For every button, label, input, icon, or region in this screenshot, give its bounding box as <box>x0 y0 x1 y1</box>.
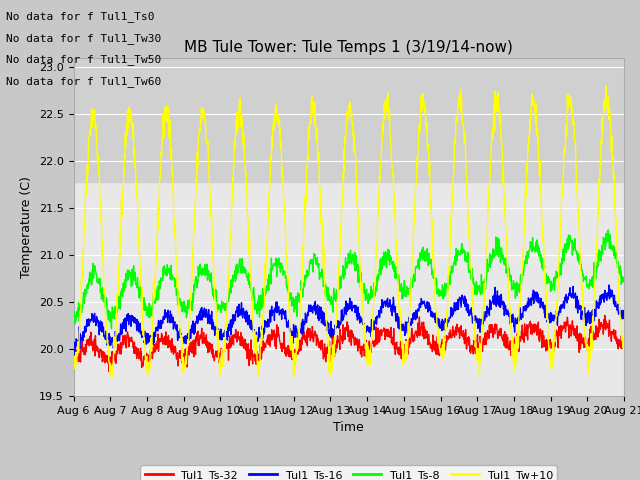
Title: MB Tule Tower: Tule Temps 1 (3/19/14-now): MB Tule Tower: Tule Temps 1 (3/19/14-now… <box>184 40 513 55</box>
Y-axis label: Temperature (C): Temperature (C) <box>20 176 33 278</box>
Text: No data for f Tul1_Tw60: No data for f Tul1_Tw60 <box>6 76 162 87</box>
Text: No data for f Tul1_Ts0: No data for f Tul1_Ts0 <box>6 11 155 22</box>
X-axis label: Time: Time <box>333 421 364 434</box>
Text: No data for f Tul1_Tw30: No data for f Tul1_Tw30 <box>6 33 162 44</box>
Text: No data for f Tul1_Tw50: No data for f Tul1_Tw50 <box>6 54 162 65</box>
Legend: Tul1_Ts-32, Tul1_Ts-16, Tul1_Ts-8, Tul1_Tw+10: Tul1_Ts-32, Tul1_Ts-16, Tul1_Ts-8, Tul1_… <box>140 466 557 480</box>
Bar <box>74 48 624 181</box>
